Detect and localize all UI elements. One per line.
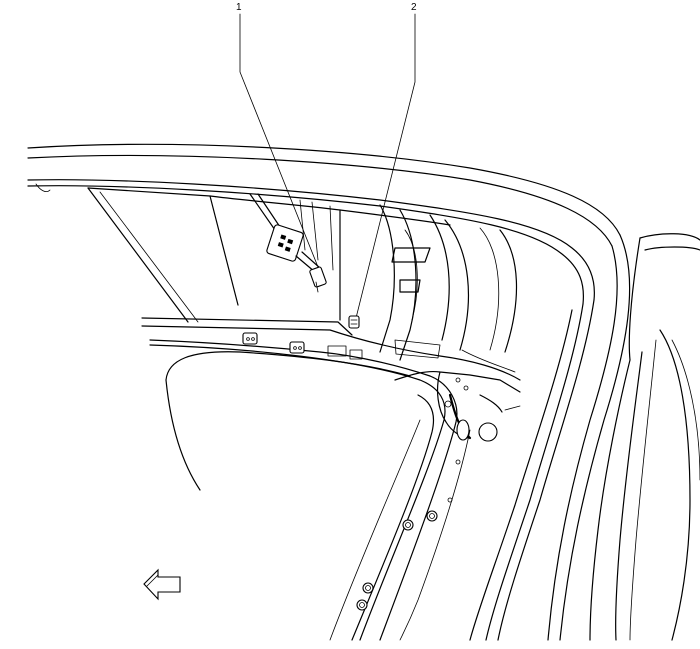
item-2-fastener [348,315,360,329]
callout-label-1: 1 [236,2,242,13]
left-arrow-icon [143,568,181,601]
trunk-hinge [394,370,521,442]
roof-outline [27,143,621,305]
rail-clips [242,332,363,360]
item-1-release-switch [249,193,327,293]
inner-ribs [299,199,518,373]
lower-left-panel [149,344,471,641]
fasteners [356,459,461,611]
door-edge [589,233,700,641]
callout-label-2: 2 [411,2,417,13]
leader-line-2 [354,13,416,323]
trunk-opening [87,187,521,491]
rear-pillar [469,234,631,641]
